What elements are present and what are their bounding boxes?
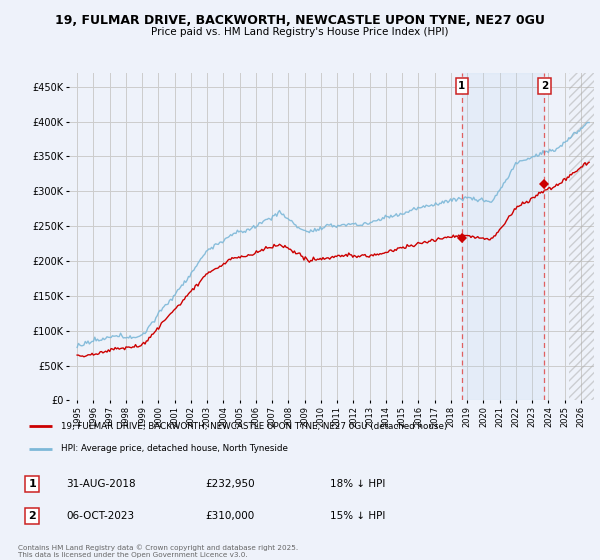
- Text: 31-AUG-2018: 31-AUG-2018: [66, 479, 136, 489]
- Bar: [569, 73, 594, 400]
- Text: 06-OCT-2023: 06-OCT-2023: [66, 511, 134, 521]
- Text: 19, FULMAR DRIVE, BACKWORTH, NEWCASTLE UPON TYNE, NE27 0GU: 19, FULMAR DRIVE, BACKWORTH, NEWCASTLE U…: [55, 14, 545, 27]
- Text: 15% ↓ HPI: 15% ↓ HPI: [330, 511, 385, 521]
- Bar: [462, 73, 544, 400]
- Text: £232,950: £232,950: [205, 479, 255, 489]
- Text: Price paid vs. HM Land Registry's House Price Index (HPI): Price paid vs. HM Land Registry's House …: [151, 27, 449, 37]
- Bar: [569, 73, 594, 400]
- Text: Contains HM Land Registry data © Crown copyright and database right 2025.
This d: Contains HM Land Registry data © Crown c…: [18, 544, 298, 558]
- Text: 18% ↓ HPI: 18% ↓ HPI: [330, 479, 385, 489]
- Text: 2: 2: [541, 81, 548, 91]
- Text: 1: 1: [28, 479, 36, 489]
- Text: HPI: Average price, detached house, North Tyneside: HPI: Average price, detached house, Nort…: [61, 444, 287, 453]
- Text: 2: 2: [28, 511, 36, 521]
- Text: 19, FULMAR DRIVE, BACKWORTH, NEWCASTLE UPON TYNE, NE27 0GU (detached house): 19, FULMAR DRIVE, BACKWORTH, NEWCASTLE U…: [61, 422, 447, 431]
- Text: 1: 1: [458, 81, 466, 91]
- Text: £310,000: £310,000: [205, 511, 254, 521]
